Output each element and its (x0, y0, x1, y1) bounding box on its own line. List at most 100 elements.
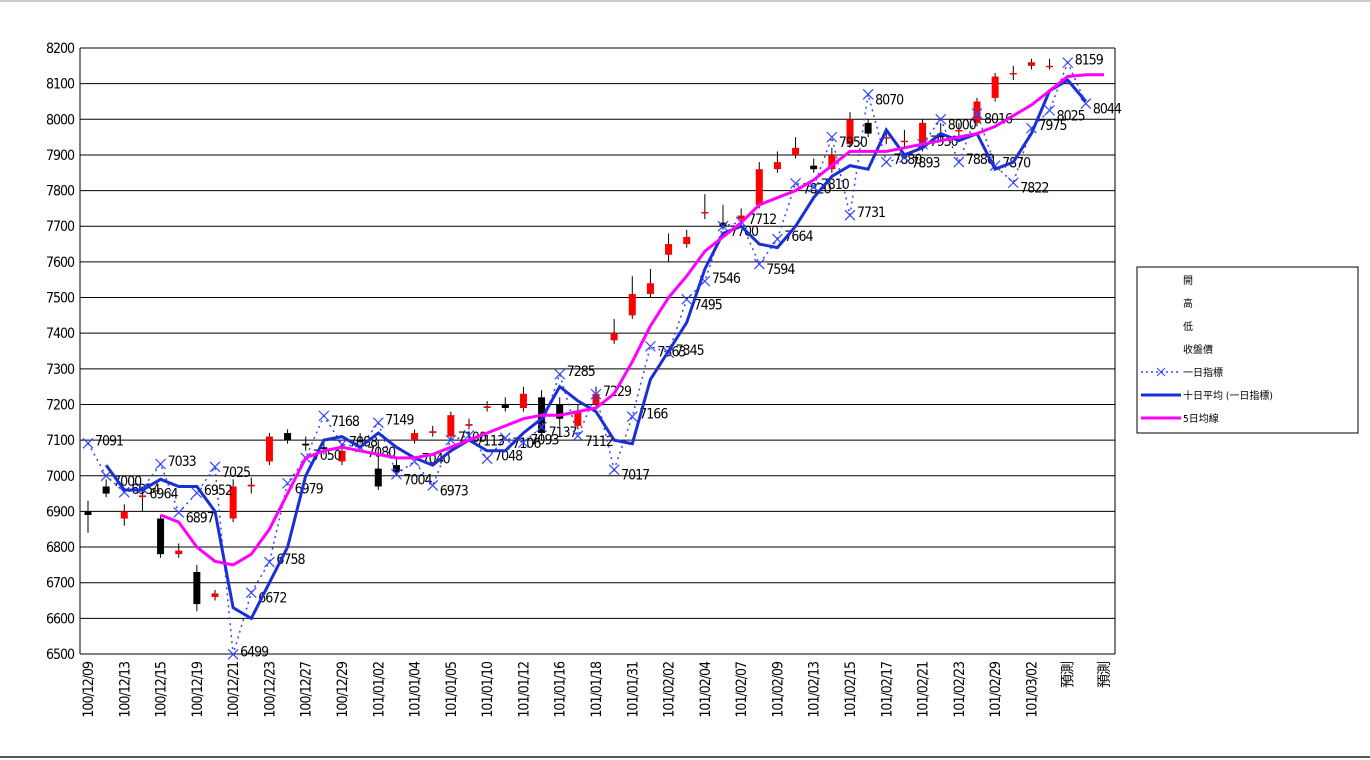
candle-body (338, 450, 346, 462)
candle-body (900, 140, 908, 143)
candle-body (157, 518, 165, 555)
y-tick-label: 7800 (46, 184, 75, 200)
data-label: 6499 (240, 644, 269, 660)
data-label: 7112 (585, 434, 613, 450)
x-tick-label: 100/12/15 (154, 662, 170, 718)
x-marker (1044, 104, 1055, 116)
data-label: 7880 (893, 152, 922, 168)
y-tick-label: 7600 (46, 255, 75, 271)
candle-body (193, 572, 201, 605)
x-marker (499, 432, 511, 444)
candle-body (102, 486, 110, 494)
x-tick-label: 101/02/29 (988, 661, 1004, 718)
candle-body (483, 406, 491, 409)
data-label: 7004 (403, 472, 432, 488)
candle-body (120, 511, 128, 519)
y-tick-label: 6700 (46, 576, 75, 592)
data-label: 7168 (331, 414, 360, 430)
data-label: 6954 (131, 482, 160, 498)
x-tick-label: 101/02/02 (662, 662, 678, 718)
x-marker (445, 434, 457, 446)
candle-body (828, 154, 836, 170)
x-marker (245, 587, 257, 599)
candle-body (846, 119, 854, 145)
candle-body (175, 550, 183, 555)
candle-body (556, 404, 564, 419)
x-tick-label: 100/12/21 (226, 662, 242, 718)
x-marker (481, 453, 493, 465)
x-tick-label: 101/02/07 (734, 662, 750, 718)
x-tick-label: 100/12/23 (262, 662, 278, 718)
data-label: 7870 (1002, 156, 1031, 172)
data-label: 7017 (621, 468, 649, 484)
x-marker (953, 156, 965, 168)
x-marker (173, 507, 185, 518)
x-marker (844, 209, 856, 221)
x-tick-label: 101/02/15 (843, 662, 859, 718)
data-label: 8025 (1057, 108, 1085, 124)
x-tick-label: 101/01/10 (480, 661, 496, 718)
candle-body (755, 169, 763, 205)
x-tick-label: 101/02/23 (952, 662, 968, 718)
data-label: 8016 (984, 112, 1013, 128)
data-label: 8044 (1093, 102, 1122, 118)
x-tick-label: 101/01/16 (553, 661, 569, 718)
candle-body (1046, 65, 1054, 68)
candle-body (411, 432, 419, 441)
series-line (160, 73, 1104, 567)
candle-body (792, 147, 800, 155)
x-tick-label: 101/02/17 (879, 662, 895, 718)
x-marker (1062, 57, 1074, 69)
x-tick-label: 101/01/02 (371, 662, 387, 718)
data-label: 6979 (295, 481, 324, 497)
data-label: 7033 (168, 454, 196, 470)
y-tick-label: 7100 (46, 433, 75, 449)
candle-body (683, 236, 691, 245)
candle-body (229, 486, 237, 519)
legend-marker (1156, 367, 1166, 377)
y-tick-label: 6800 (46, 540, 75, 556)
x-marker (227, 648, 239, 660)
data-label: 6672 (258, 591, 286, 607)
candle-body (610, 333, 618, 341)
y-tick-label: 7500 (46, 291, 75, 307)
x-marker (572, 430, 584, 442)
data-label: 7495 (694, 297, 722, 313)
candle-body (392, 465, 400, 473)
x-tick-label: 100/12/19 (190, 661, 206, 718)
x-marker (826, 131, 838, 143)
x-marker (935, 113, 947, 125)
y-tick-label: 8100 (46, 77, 75, 93)
x-tick-label: 100/12/27 (299, 662, 315, 718)
candle-body (810, 165, 818, 170)
x-marker (82, 437, 94, 449)
x-marker (264, 556, 275, 568)
candle-body (1009, 72, 1017, 75)
x-tick-label: 101/02/21 (916, 662, 932, 718)
data-label: 7345 (676, 343, 704, 359)
candle-body (665, 244, 673, 255)
x-tick-label: 預測 (1061, 662, 1077, 688)
candle-body (429, 431, 437, 433)
candle-body (465, 424, 473, 426)
candle-body (646, 283, 654, 294)
candle-body (447, 415, 455, 437)
data-label: 7091 (95, 433, 123, 449)
candle-body (1027, 62, 1035, 66)
candle-body (864, 122, 872, 134)
x-marker (391, 468, 402, 480)
x-tick-label: 101/01/12 (516, 662, 532, 718)
data-label: 7893 (911, 155, 939, 171)
data-label: 7048 (494, 449, 523, 465)
data-label: 6964 (149, 487, 178, 503)
x-marker (790, 178, 801, 189)
x-tick-label: 101/03/02 (1024, 662, 1040, 718)
x-marker (318, 410, 330, 422)
x-marker (209, 461, 221, 473)
series-line (104, 78, 1088, 621)
y-tick-label: 7200 (46, 397, 75, 413)
data-label: 7546 (712, 271, 741, 287)
legend-label: 開 (1183, 275, 1193, 287)
